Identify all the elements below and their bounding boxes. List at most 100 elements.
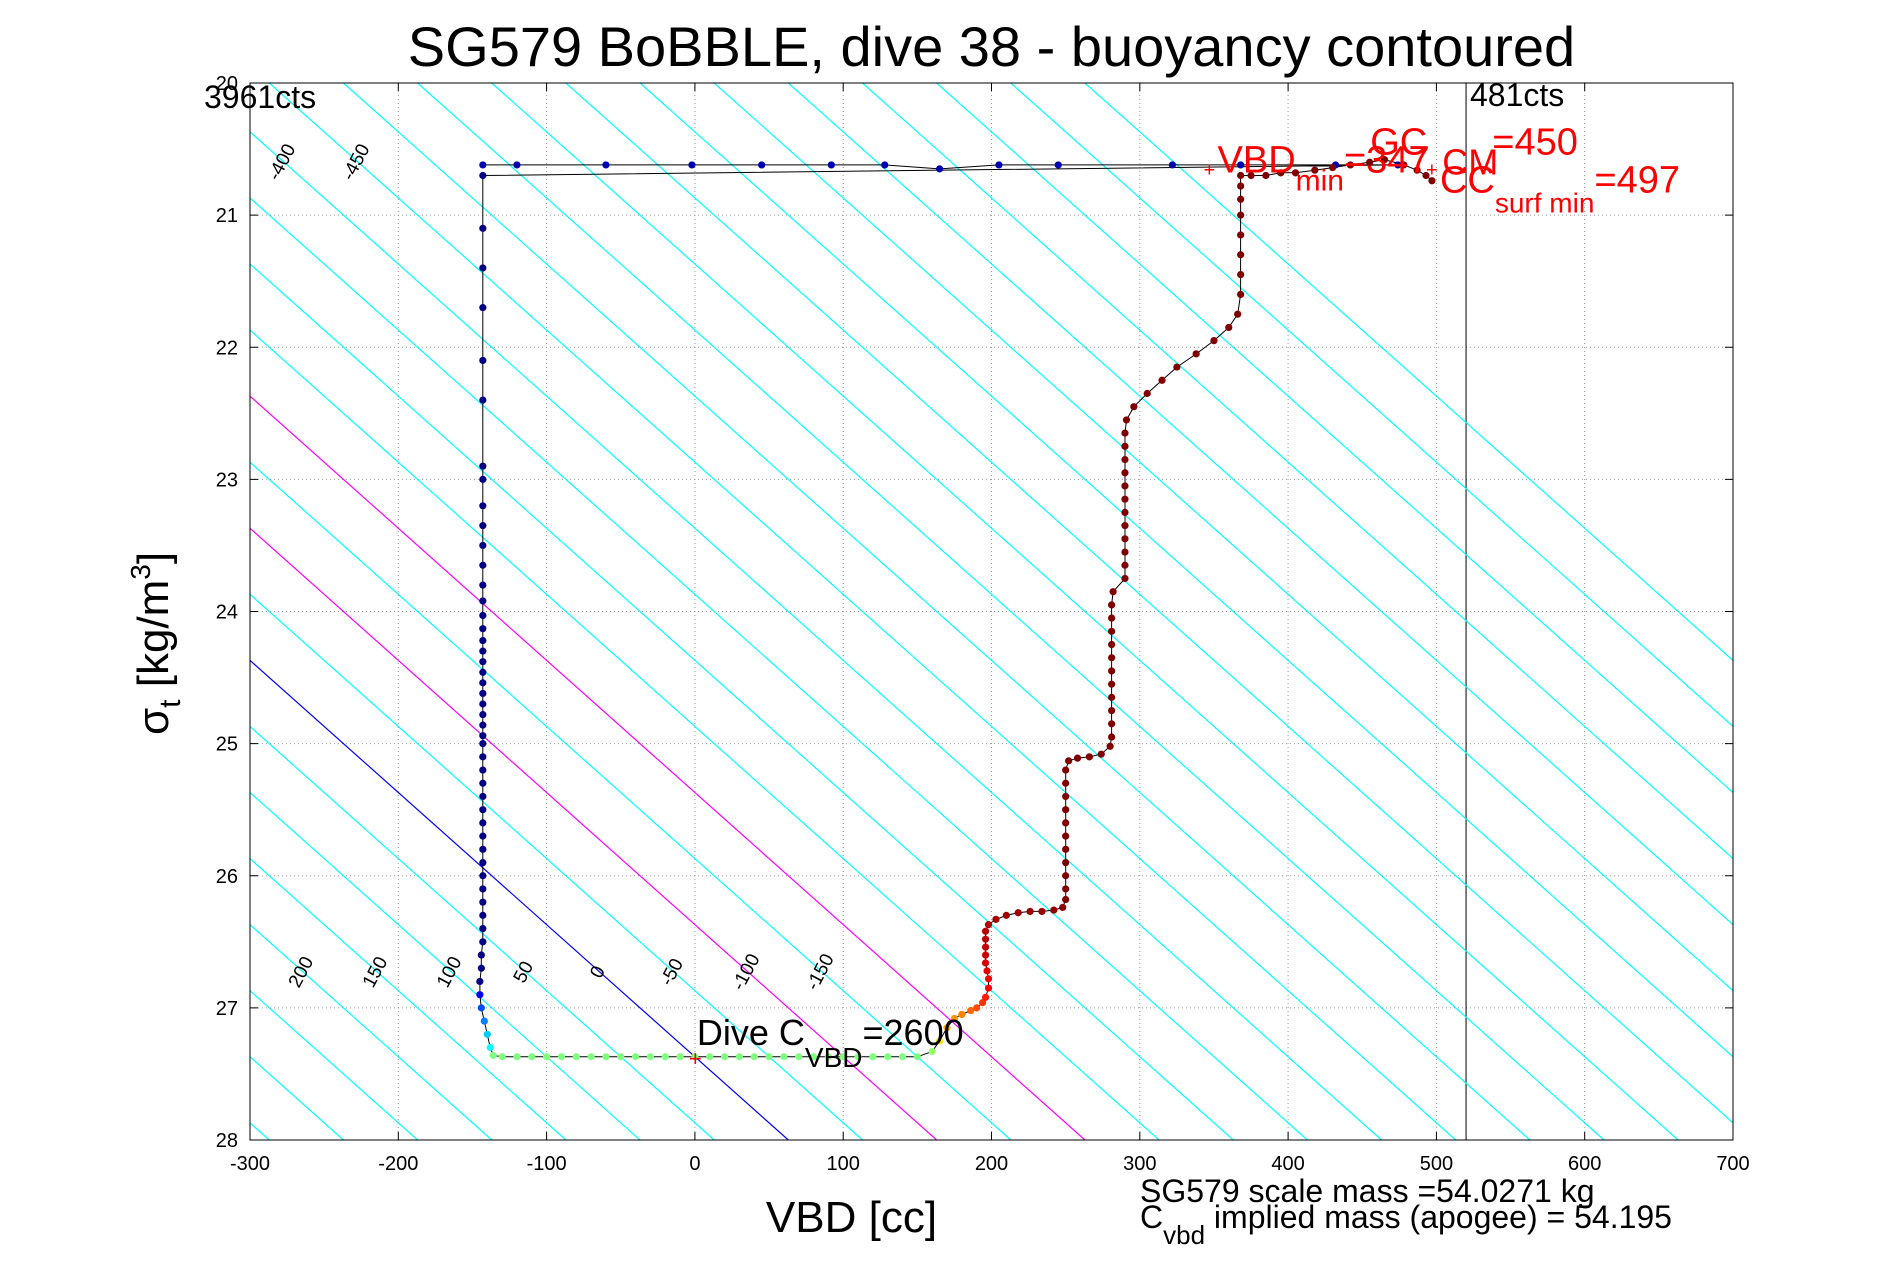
data-point-ascent bbox=[1158, 376, 1166, 384]
data-point-ascent bbox=[1121, 442, 1129, 450]
data-point-ascent bbox=[1062, 832, 1070, 840]
data-point-ascent bbox=[1413, 166, 1421, 174]
contour-line bbox=[268, 83, 1457, 1140]
data-point-descent bbox=[489, 1051, 497, 1060]
data-point-descent bbox=[479, 872, 487, 880]
x-tick-label: -100 bbox=[527, 1153, 567, 1175]
data-point-bottom bbox=[498, 1053, 506, 1061]
data-point-descent bbox=[479, 792, 487, 801]
data-point-bottom bbox=[617, 1053, 625, 1061]
data-point-descent bbox=[479, 541, 487, 550]
x-tick-label: 600 bbox=[1568, 1153, 1601, 1175]
contour-label: 150 bbox=[359, 953, 392, 991]
data-point-ascent bbox=[1121, 522, 1129, 530]
data-point-descent bbox=[688, 161, 696, 169]
data-point-ascent bbox=[1062, 779, 1070, 787]
contour-line bbox=[343, 83, 1531, 1140]
data-point-ascent bbox=[1062, 819, 1070, 827]
cc-max-value: =450 bbox=[1492, 121, 1578, 163]
data-point-ascent bbox=[1121, 508, 1129, 517]
data-point-ascent bbox=[1346, 161, 1354, 169]
data-point-ascent bbox=[1237, 171, 1245, 180]
data-point-bottom bbox=[706, 1053, 714, 1061]
annotation-layer: VBD [cc]σt [kg/m3]3961cts 481cts+Dive CVB… bbox=[125, 77, 1680, 1250]
contour-label: 0 bbox=[586, 963, 610, 982]
data-point-descent bbox=[483, 1030, 491, 1038]
data-point-ascent bbox=[1026, 907, 1034, 916]
contour-line bbox=[250, 329, 1160, 1140]
dive-cvbd-label: Dive CVBD=2600 bbox=[697, 1012, 964, 1073]
data-point-descent bbox=[477, 964, 485, 972]
data-point-descent bbox=[479, 898, 487, 906]
data-point-bottom bbox=[661, 1053, 669, 1061]
data-point-ascent bbox=[992, 915, 1000, 923]
contour-line bbox=[713, 83, 1733, 992]
data-point-ascent bbox=[1065, 757, 1073, 765]
data-point-descent bbox=[479, 845, 487, 853]
contour-layer bbox=[250, 83, 1733, 1140]
data-point-descent bbox=[480, 1017, 488, 1025]
data-point-bottom bbox=[587, 1053, 595, 1061]
data-point-ascent bbox=[1121, 429, 1129, 437]
data-point-bottom bbox=[795, 1053, 803, 1061]
data-point-ascent bbox=[1062, 895, 1070, 904]
data-point-ascent bbox=[1366, 158, 1374, 166]
data-point-descent bbox=[1237, 161, 1245, 169]
data-point-descent bbox=[479, 171, 487, 180]
x-tick-label: 400 bbox=[1271, 1153, 1304, 1175]
y-axis-label: σt [kg/m3] bbox=[125, 552, 187, 735]
data-point-descent bbox=[479, 611, 487, 620]
data-point-ascent bbox=[958, 1010, 966, 1019]
data-point-descent bbox=[479, 224, 487, 232]
data-point-ascent bbox=[1122, 416, 1131, 424]
data-point-bottom bbox=[631, 1053, 640, 1061]
cc-surf-min-label: CCsurf min=497 bbox=[1440, 159, 1680, 218]
data-point-ascent bbox=[1108, 627, 1116, 635]
data-point-descent bbox=[477, 951, 485, 959]
data-point-descent bbox=[995, 161, 1003, 169]
data-point-descent bbox=[479, 161, 487, 169]
data-point-descent bbox=[479, 858, 487, 867]
data-point-descent bbox=[479, 356, 487, 365]
x-tick-label: 100 bbox=[827, 1153, 860, 1175]
data-point-descent bbox=[486, 1043, 494, 1052]
data-point-descent bbox=[479, 832, 487, 840]
data-point-ascent bbox=[981, 959, 990, 967]
data-point-ascent bbox=[984, 984, 993, 992]
data-point-ascent bbox=[1121, 469, 1129, 477]
y-tick-label: 27 bbox=[216, 998, 238, 1020]
data-point-descent bbox=[758, 161, 766, 169]
data-point-descent bbox=[479, 753, 487, 761]
contour-line bbox=[250, 527, 938, 1140]
data-point-descent bbox=[479, 740, 487, 748]
data-point-ascent bbox=[943, 1024, 951, 1032]
data-point-bottom bbox=[854, 1053, 862, 1061]
data-point-ascent bbox=[1237, 270, 1245, 279]
data-point-bottom bbox=[720, 1053, 729, 1061]
data-point-ascent bbox=[1085, 753, 1093, 761]
data-point-ascent bbox=[1237, 211, 1245, 219]
data-point-ascent bbox=[1210, 337, 1218, 345]
data-point-descent bbox=[479, 522, 487, 530]
left-count-label: 3961cts bbox=[204, 79, 316, 115]
y-tick-label: 24 bbox=[216, 602, 238, 624]
data-point-descent bbox=[479, 581, 487, 589]
contour-line bbox=[250, 791, 641, 1140]
data-point-descent bbox=[479, 264, 487, 272]
data-point-ascent bbox=[1291, 169, 1300, 177]
data-point-descent bbox=[513, 161, 521, 169]
data-point-descent bbox=[1394, 161, 1402, 169]
data-point-ascent bbox=[1108, 706, 1116, 715]
contour-label: -100 bbox=[728, 951, 764, 994]
data-point-ascent bbox=[1121, 548, 1129, 556]
data-point-ascent bbox=[1062, 845, 1070, 853]
data-point-ascent bbox=[1038, 907, 1046, 916]
y-tick-label: 25 bbox=[216, 734, 238, 756]
data-point-descent bbox=[479, 938, 487, 946]
data-point-ascent bbox=[981, 951, 990, 959]
grid-layer bbox=[249, 82, 1734, 1141]
data-point-ascent bbox=[1014, 909, 1022, 917]
data-point-ascent bbox=[1143, 389, 1151, 398]
contour-line bbox=[565, 83, 1733, 1124]
data-point-ascent bbox=[950, 1014, 959, 1023]
